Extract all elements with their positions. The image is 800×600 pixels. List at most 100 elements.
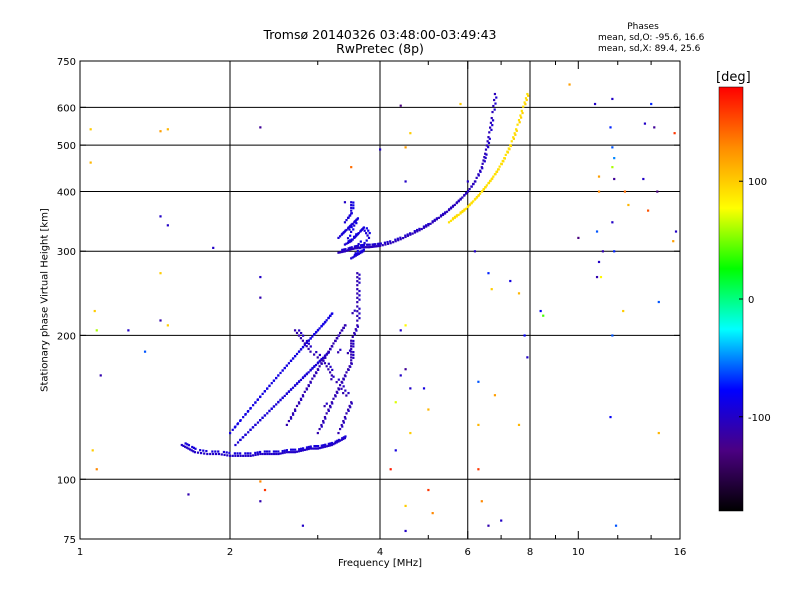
trace-point xyxy=(355,222,358,225)
trace-point xyxy=(527,94,530,97)
trace-point xyxy=(350,356,353,359)
trace-point xyxy=(331,402,334,405)
trace-point xyxy=(268,384,271,387)
trace-point xyxy=(258,450,262,454)
trace-point xyxy=(314,371,318,374)
trace-point xyxy=(334,339,337,342)
trace-point xyxy=(323,355,327,358)
trace-point xyxy=(367,243,370,246)
trace-point xyxy=(342,232,345,235)
trace-point xyxy=(331,368,334,371)
noise-point xyxy=(609,126,612,129)
trace-point xyxy=(463,194,466,197)
trace-point xyxy=(254,423,257,427)
trace-point xyxy=(492,104,495,108)
trace-point xyxy=(307,447,310,451)
trace-point xyxy=(512,137,516,140)
trace-point xyxy=(358,317,361,320)
noise-point xyxy=(480,500,483,503)
trace-point xyxy=(318,365,321,368)
noise-point xyxy=(159,272,162,275)
noise-point xyxy=(509,279,512,283)
trace-point xyxy=(381,244,384,247)
noise-point xyxy=(127,329,130,332)
trace-point xyxy=(309,345,312,348)
noise-point xyxy=(614,524,618,527)
trace-point xyxy=(295,352,299,356)
trace-point xyxy=(493,108,496,111)
trace-point xyxy=(316,447,319,450)
trace-point xyxy=(518,121,521,124)
trace-point xyxy=(356,246,359,249)
trace-point xyxy=(350,206,353,209)
x-tick-label: 10 xyxy=(572,547,585,558)
trace-point xyxy=(413,231,417,234)
trace-point xyxy=(524,103,527,106)
trace-point xyxy=(236,454,240,457)
trace-point xyxy=(350,225,353,229)
trace-point xyxy=(352,201,355,204)
trace-point xyxy=(350,359,353,362)
trace-point xyxy=(348,365,351,368)
trace-point xyxy=(337,334,340,337)
trace-point xyxy=(244,433,247,436)
trace-point xyxy=(358,281,361,284)
trace-point xyxy=(356,244,360,247)
trace-point xyxy=(487,141,491,145)
trace-point xyxy=(354,254,357,257)
trace-point xyxy=(510,140,513,143)
trace-point xyxy=(356,288,359,291)
noise-point xyxy=(259,500,262,503)
trace-point xyxy=(373,245,376,248)
trace-point xyxy=(353,245,356,248)
trace-point xyxy=(211,450,214,453)
trace-point xyxy=(358,307,361,310)
trace-point xyxy=(277,401,280,404)
trace-point xyxy=(289,451,293,454)
trace-point xyxy=(346,241,350,244)
trace-point xyxy=(517,119,521,122)
trace-point xyxy=(356,276,359,279)
trace-point xyxy=(362,248,365,251)
noise-point xyxy=(500,519,503,522)
trace-point xyxy=(244,452,247,455)
trace-point xyxy=(356,310,359,313)
trace-point xyxy=(509,144,512,147)
trace-point xyxy=(303,374,306,378)
trace-point xyxy=(263,450,266,453)
trace-point xyxy=(323,445,327,448)
trace-point xyxy=(329,442,332,445)
trace-point xyxy=(294,448,297,451)
trace-point xyxy=(356,324,359,327)
y-tick-label: 600 xyxy=(57,103,76,114)
trace-point xyxy=(298,402,301,405)
trace-point xyxy=(343,230,347,233)
trace-point xyxy=(353,224,356,227)
trace-point xyxy=(386,240,389,244)
trace-point xyxy=(345,249,348,252)
trace-point xyxy=(443,212,447,215)
trace-point xyxy=(314,331,318,334)
trace-point xyxy=(416,230,419,233)
trace-point xyxy=(376,245,379,248)
trace-point xyxy=(365,239,368,242)
noise-point xyxy=(166,324,169,327)
trace-point xyxy=(338,251,342,254)
noise-point xyxy=(404,368,407,371)
noise-point xyxy=(301,524,305,527)
trace-point xyxy=(328,314,332,318)
noise-point xyxy=(674,230,678,233)
trace-point xyxy=(351,335,354,338)
trace-point xyxy=(431,221,434,224)
trace-point xyxy=(272,452,276,456)
trace-point xyxy=(256,453,260,456)
colorbar-tick-label: -100 xyxy=(748,413,771,424)
trace-point xyxy=(285,364,288,367)
trace-point xyxy=(315,350,318,354)
trace-point xyxy=(488,180,492,183)
noise-point xyxy=(493,394,497,397)
trace-point xyxy=(318,447,321,450)
noise-point xyxy=(404,504,407,508)
trace-point xyxy=(317,444,320,448)
trace-point xyxy=(344,435,347,438)
